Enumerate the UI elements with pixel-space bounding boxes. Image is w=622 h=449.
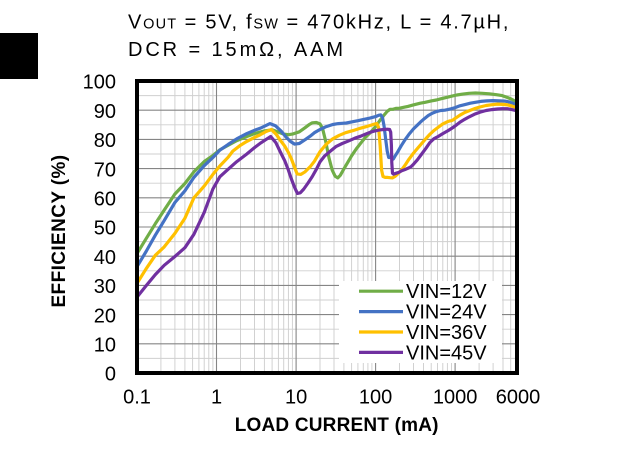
- svg-text:40: 40: [94, 247, 116, 269]
- svg-text:1: 1: [211, 387, 222, 409]
- svg-text:100: 100: [83, 72, 116, 94]
- svg-text:VOUT = 5V, fSW = 470kHz, L = 4: VOUT = 5V, fSW = 470kHz, L = 4.7µH,: [128, 12, 510, 34]
- svg-text:6000: 6000: [496, 387, 541, 409]
- svg-text:EFFICIENCY (%): EFFICIENCY (%): [49, 154, 70, 307]
- svg-text:10: 10: [285, 387, 307, 409]
- svg-text:DCR = 15mΩ, AAM: DCR = 15mΩ, AAM: [128, 39, 346, 61]
- svg-text:10: 10: [94, 335, 116, 357]
- svg-text:80: 80: [94, 130, 116, 152]
- svg-text:70: 70: [94, 159, 116, 181]
- svg-text:VIN=36V: VIN=36V: [406, 322, 487, 344]
- svg-text:60: 60: [94, 189, 116, 211]
- svg-text:VIN=45V: VIN=45V: [406, 342, 487, 364]
- svg-text:VIN=12V: VIN=12V: [406, 281, 487, 303]
- svg-text:0: 0: [105, 364, 116, 386]
- svg-text:VIN=24V: VIN=24V: [406, 302, 487, 324]
- svg-text:LOAD CURRENT (mA): LOAD CURRENT (mA): [235, 415, 439, 436]
- svg-text:90: 90: [94, 101, 116, 123]
- svg-text:20: 20: [94, 305, 116, 327]
- svg-text:50: 50: [94, 218, 116, 240]
- svg-text:100: 100: [359, 387, 392, 409]
- svg-text:0.1: 0.1: [123, 387, 151, 409]
- svg-text:1000: 1000: [433, 387, 478, 409]
- svg-text:30: 30: [94, 276, 116, 298]
